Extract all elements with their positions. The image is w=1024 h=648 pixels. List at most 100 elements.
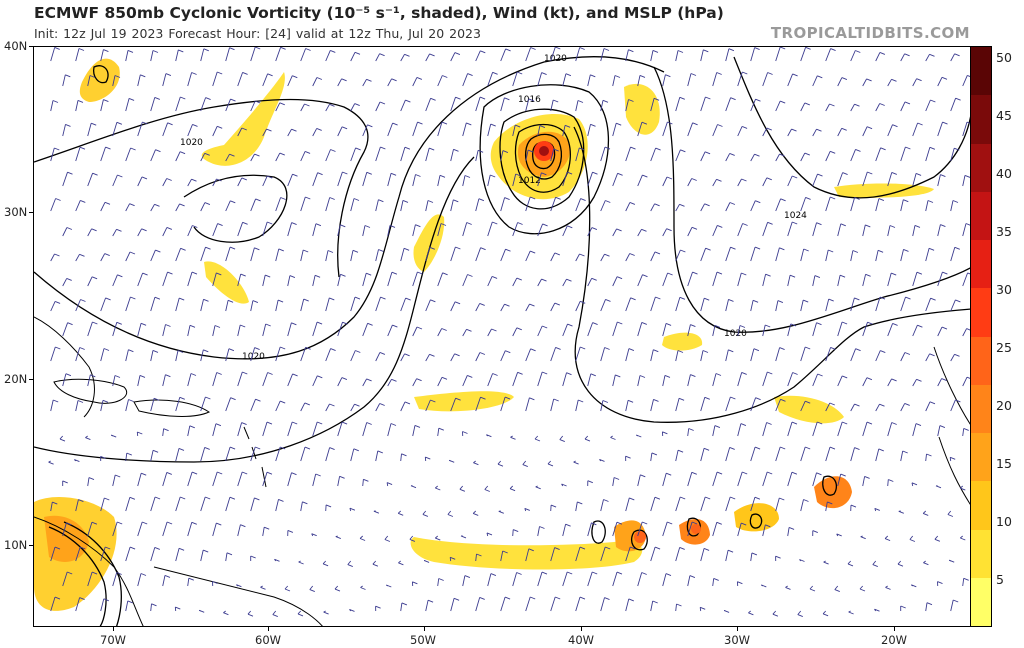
wind-barb [300,103,305,112]
wind-barb-flag [128,97,135,101]
wind-barb-flag [504,303,510,307]
wind-barb [584,435,589,440]
wind-barb [375,296,381,312]
wind-barb-flag [513,529,519,533]
wind-barb [562,323,568,337]
wind-barb [275,499,279,512]
wind-barb-flag [267,372,273,375]
wind-barb [775,446,781,462]
wind-barb [650,497,656,512]
wind-barb [559,435,564,440]
wind-barb-flag [272,614,278,618]
wind-barb [950,53,955,62]
wind-barb [137,573,142,587]
wind-barb-flag [604,597,610,601]
wind-barb [750,200,756,212]
wind-barb [837,172,844,187]
wind-barb [487,373,494,387]
wind-barb [50,253,55,262]
wind-barb-flag [190,373,197,376]
wind-barb-flag [716,471,723,475]
wind-barb [912,173,917,187]
wind-barb-flag [242,471,248,475]
wind-barb [350,403,355,412]
brand-watermark[interactable]: TROPICALTIDBITS.COM [770,24,970,42]
wind-barb [712,522,718,537]
wind-barb [662,272,669,287]
wind-barb [412,271,418,287]
wind-barb [725,48,730,62]
wind-barb [275,446,281,462]
wind-barb [50,100,54,112]
wind-barb [775,300,779,312]
wind-barb-flag [228,348,235,352]
wind-barb-flag [347,564,353,568]
wind-barb-flag [676,603,682,607]
wind-barb-flag [114,75,121,78]
wind-barb-flag [486,434,492,438]
wind-barb-flag [522,464,528,468]
wind-barb [100,49,104,62]
wind-barb-flag [653,349,659,353]
wind-barb-flag [564,124,571,128]
colorbar-segment [971,191,991,241]
wind-barb [700,548,705,562]
wind-barb [150,149,156,162]
wind-barb-flag [254,497,260,501]
wind-barb-flag [212,581,218,584]
wind-barb-flag [429,246,435,250]
wind-barb-flag [780,446,786,450]
wind-barb [900,53,905,62]
wind-barb-flag [91,276,98,280]
wind-barb [600,100,604,112]
wind-barb [912,78,917,87]
wind-barb-flag [217,223,223,227]
wind-barb-flag [54,546,61,550]
wind-barb-flag [804,152,810,156]
wind-barb-flag [130,296,136,300]
wind-barb [550,197,557,212]
wind-barb [787,472,793,487]
wind-barb [662,323,667,337]
wind-barb-flag [704,297,710,301]
wind-barb-flag [966,121,970,124]
wind-barb [762,127,768,137]
wind-barb-flag [914,224,921,228]
wind-barb-flag [580,198,586,202]
wind-barb [512,327,518,337]
wind-barb-flag [616,122,622,126]
wind-barb [462,175,466,187]
wind-barb-flag [435,487,441,491]
wind-barb [700,248,707,262]
wind-barb-flag [779,153,785,157]
wind-barb-flag [553,148,559,152]
wind-barb-flag [291,322,297,326]
wind-barb-flag [642,274,648,278]
wind-barb-flag [360,587,366,590]
wind-barb [822,610,827,615]
wind-barb [847,560,852,565]
wind-barb-flag [425,456,431,460]
wind-barb-flag [741,272,747,276]
wind-barb [137,323,142,337]
wind-barb-flag [755,397,761,401]
wind-barb [750,397,757,412]
wind-barb [825,402,831,412]
wind-barb [75,347,81,362]
wind-barb-flag [827,501,833,505]
wind-barb-flag [651,452,658,456]
wind-barb-flag [341,78,347,82]
wind-barb-flag [466,122,472,126]
wind-barb [412,425,416,437]
wind-barb [75,147,81,162]
wind-barb-flag [954,53,960,57]
wind-barb-flag [314,274,321,278]
lon-label: 50W [410,633,437,647]
wind-barb-flag [241,177,247,181]
wind-barb-flag [255,198,261,202]
colorbar-segment [971,288,991,338]
lon-label: 20W [881,633,908,647]
wind-barb-flag [916,271,923,275]
vorticity-patch [204,261,249,304]
wind-barb [350,296,356,312]
